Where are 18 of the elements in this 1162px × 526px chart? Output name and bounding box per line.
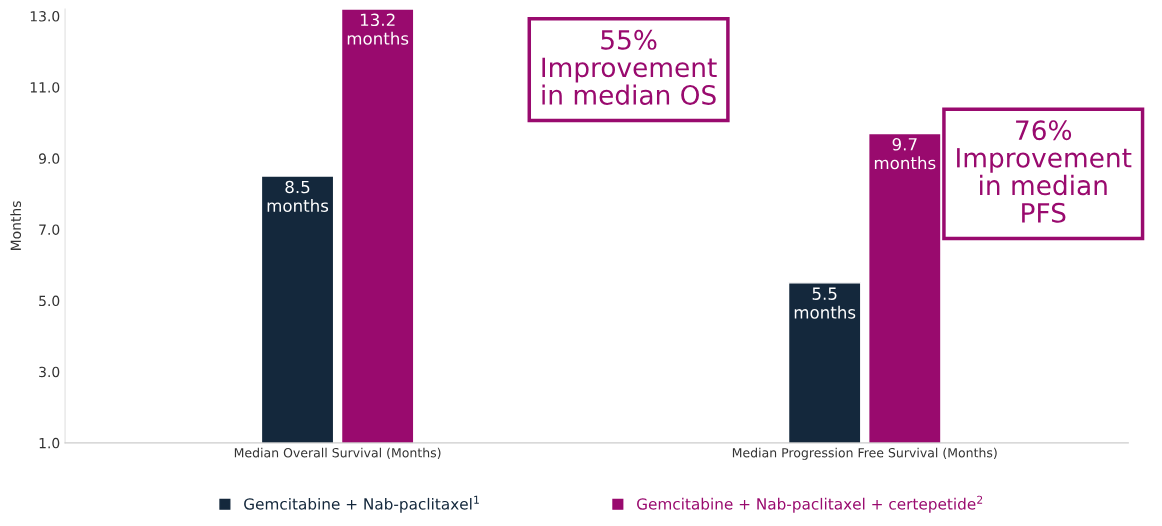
- legend-label: Gemcitabine + Nab-paclitaxel + certepetide$^{2}$: [637, 495, 983, 513]
- data-label: 13.2 months: [347, 13, 409, 45]
- y-tick-label: 9.0: [39, 153, 60, 164]
- y-tick-label: 5.0: [39, 295, 60, 307]
- x-tick-label: Median Progression Free Survival (Months): [732, 447, 997, 460]
- data-label: 8.5 months: [267, 180, 329, 212]
- y-tick-label: 7.0: [39, 224, 60, 235]
- data-label: 9.7 months: [874, 138, 936, 170]
- annotation: 55% Improvement in median OS: [542, 29, 717, 105]
- y-axis-title: Months: [10, 201, 22, 250]
- annotation: 76% Improvement in median PFS: [957, 120, 1132, 223]
- y-tick-label: 13.0: [30, 11, 60, 22]
- legend-label: Gemcitabine + Nab-paclitaxel$^{1}$: [244, 495, 479, 513]
- x-tick-label: Median Overall Survival (Months): [234, 447, 441, 459]
- y-tick-label: 11.0: [30, 82, 60, 93]
- y-tick-label: 3.0: [39, 366, 60, 378]
- data-label: 5.5 months: [794, 287, 856, 319]
- y-tick-label: 1.0: [39, 437, 60, 449]
